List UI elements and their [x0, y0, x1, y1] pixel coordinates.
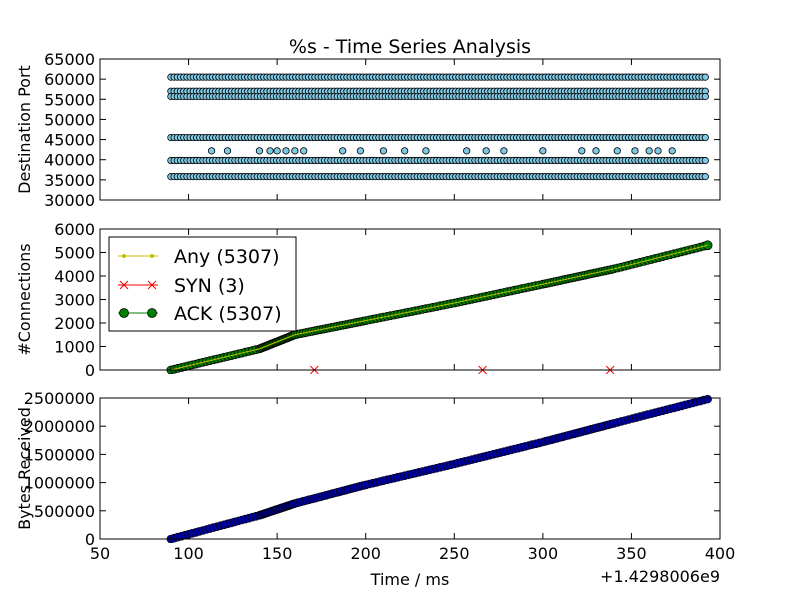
port-point-sparse: [654, 147, 662, 155]
port-point-sparse: [339, 147, 347, 155]
y-tick-label: 35000: [44, 171, 95, 190]
legend-label: SYN (3): [174, 275, 245, 297]
y-tick-label: 4000: [54, 267, 95, 286]
port-point-sparse: [645, 147, 653, 155]
y-tick-label: 60000: [44, 70, 95, 89]
port-point: [701, 92, 709, 101]
y-tick-label: 5000: [54, 244, 95, 263]
port-point-sparse: [223, 147, 232, 155]
y-tick-label: 45000: [44, 131, 95, 150]
port-point-sparse: [379, 147, 388, 155]
x-tick-label: 350: [616, 544, 647, 563]
x-tick-label: 150: [262, 544, 293, 563]
port-point-sparse: [631, 147, 639, 155]
port-point: [701, 133, 709, 142]
x-axis-label: Time / ms: [370, 570, 450, 589]
y-axis-label: #Connections: [15, 243, 34, 355]
port-point-sparse: [463, 147, 471, 155]
y-tick-label: 1000000: [24, 474, 95, 493]
y-tick-label: 1500000: [24, 445, 95, 464]
port-point: [701, 156, 709, 165]
port-point-sparse: [578, 147, 586, 155]
legend-entry: ACK (5307): [118, 303, 282, 325]
port-point-sparse: [422, 147, 430, 155]
port-point-sparse: [300, 147, 308, 155]
y-tick-label: 0: [85, 361, 95, 380]
port-band: [167, 92, 709, 101]
port-band: [167, 156, 709, 165]
port-band: [167, 173, 709, 181]
axes-frame: [99, 58, 721, 201]
y-axis-label: Bytes Received: [15, 407, 34, 530]
x-tick-label: 250: [439, 544, 470, 563]
legend-label: ACK (5307): [174, 303, 282, 325]
port-point: [701, 73, 709, 81]
legend-entry: SYN (3): [118, 275, 245, 297]
axes-frame: [99, 228, 721, 371]
port-point-sparse: [592, 147, 600, 155]
port-point-sparse: [613, 147, 621, 155]
legend: Any (5307) SYN (3) ACK (5307): [108, 236, 297, 332]
port-point-sparse: [401, 147, 409, 155]
y-tick-label: 6000: [54, 220, 95, 239]
axes-frame: [99, 397, 721, 540]
y-tick-label: 2000: [54, 314, 95, 333]
port-point-sparse: [282, 147, 290, 155]
legend-entry: Any (5307): [118, 246, 280, 268]
bytes-panel: 0 500000 1000000 1500000 2000000 2500000 50 100…: [15, 389, 735, 563]
x-offset-label: +1.4298006e9: [600, 567, 720, 586]
port-band: [167, 133, 709, 142]
y-tick-label: 50000: [44, 110, 95, 129]
port-point-sparse: [539, 147, 547, 155]
y-tick-label: 3000: [54, 291, 95, 310]
y-axis-label: Destination Port: [15, 65, 34, 194]
legend-label: Any (5307): [174, 246, 280, 268]
plot-area: [167, 73, 709, 181]
port-point-sparse: [668, 147, 676, 155]
port-band: [167, 87, 709, 95]
x-tick-label: 100: [173, 544, 204, 563]
series-any-line: [170, 244, 708, 371]
bytes-point: [703, 394, 712, 404]
legend-box: [108, 236, 297, 332]
connections-panel: 0 1000 2000 3000 4000 5000 6000 #Connections Any…: [15, 220, 721, 380]
y-tick-label: 2500000: [24, 389, 95, 408]
port-band: [167, 73, 709, 81]
plot-area: [166, 394, 712, 543]
y-tick-label: 1000: [54, 338, 95, 357]
port-point-sparse: [208, 147, 216, 155]
x-tick-label: 50: [90, 544, 110, 563]
port-point-sparse: [266, 147, 274, 155]
chart-title: %s - Time Series Analysis: [289, 36, 531, 58]
y-tick-label: 65000: [44, 50, 95, 69]
y-tick-label: 55000: [44, 90, 95, 109]
y-tick-label: 30000: [44, 191, 95, 210]
port-point-sparse: [500, 147, 508, 155]
port-point-sparse: [356, 147, 364, 155]
y-tick-label: 0: [85, 530, 95, 549]
y-tick-label: 500000: [34, 502, 95, 521]
x-tick-label: 400: [705, 544, 736, 563]
port-point-sparse: [291, 147, 299, 155]
port-point: [701, 173, 709, 181]
port-point-sparse: [482, 147, 490, 155]
series-bytes: [166, 394, 712, 543]
x-tick-label: 200: [350, 544, 381, 563]
y-tick-label: 2000000: [24, 417, 95, 436]
y-tick-label: 40000: [44, 151, 95, 170]
x-tick-label: 300: [528, 544, 559, 563]
port-point-sparse: [273, 147, 281, 155]
port-point-sparse: [255, 147, 264, 155]
